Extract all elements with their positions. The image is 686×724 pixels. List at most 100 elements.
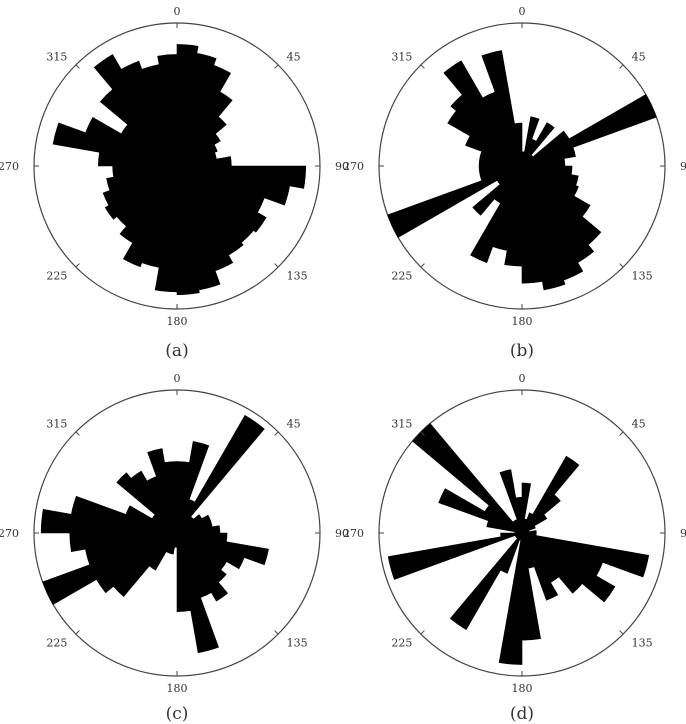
angle-tick-label: 225 (46, 637, 67, 650)
rose-panel-b: 0 45 90 135 180 225 270 315 (b) (343, 5, 686, 361)
rose-petal (470, 165, 523, 264)
rose-petal (514, 122, 523, 167)
angle-tick-label: 45 (287, 417, 301, 430)
rose-petal (176, 441, 210, 534)
angle-tick-label: 315 (391, 50, 412, 63)
rose-petal (176, 532, 219, 654)
angle-tick-label: 315 (391, 417, 412, 430)
rose-petal (387, 165, 523, 238)
rose-petal (176, 532, 269, 566)
rose-petal (125, 505, 178, 534)
rose-petal (521, 514, 548, 534)
panel-label: (a) (165, 341, 188, 361)
rose-petal (106, 165, 178, 191)
rose-petal (93, 54, 178, 167)
panel-label: (d) (510, 704, 534, 724)
angle-tick-label: 45 (632, 50, 646, 63)
rose-petal (147, 448, 178, 534)
angle-tick-label: 270 (343, 527, 364, 540)
panel-label: (c) (166, 704, 189, 724)
rose-petal (521, 532, 650, 578)
rose-petal (119, 165, 178, 244)
angle-tick-label: 270 (343, 160, 364, 173)
angle-tick (619, 64, 624, 69)
angle-tick-label: 135 (287, 637, 308, 650)
rose-petal (521, 532, 559, 601)
rose-panel-c: 0 45 90 135 180 225 270 315 (c) (0, 372, 349, 724)
angle-tick (75, 263, 80, 268)
angle-tick (274, 630, 279, 635)
rose-petal (176, 91, 233, 167)
rose-petal (130, 470, 178, 534)
rose-petal (42, 532, 178, 605)
rose-petal (521, 94, 657, 167)
rose-petal (498, 532, 523, 665)
angle-tick (274, 431, 279, 436)
angle-tick (420, 64, 425, 69)
angle-tick-label: 0 (519, 5, 526, 18)
angle-tick-label: 315 (46, 50, 67, 63)
rose-petal (521, 455, 580, 534)
angle-tick (75, 431, 80, 436)
angle-tick (75, 630, 80, 635)
rose-petal (481, 50, 523, 167)
rose-petal (521, 122, 555, 167)
angle-tick (420, 630, 425, 635)
rose-petal (176, 144, 218, 167)
rose-petal (176, 165, 291, 206)
angle-tick-label: 315 (46, 417, 67, 430)
angle-tick-label: 45 (632, 417, 646, 430)
angle-tick-label: 135 (632, 270, 653, 283)
angle-tick-label: 180 (167, 315, 188, 328)
angle-tick-label: 0 (174, 372, 181, 385)
rose-petal (176, 532, 228, 602)
angle-tick (420, 431, 425, 436)
angle-tick-label: 180 (512, 682, 533, 695)
rose-petal (176, 532, 192, 612)
angle-tick (420, 263, 425, 268)
rose-petal (443, 60, 523, 167)
angle-tick-label: 135 (632, 637, 653, 650)
rose-petal (176, 64, 232, 167)
angle-tick-label: 0 (519, 372, 526, 385)
rose-petal (521, 532, 583, 594)
rose-petal (120, 60, 178, 167)
rose-petal (176, 532, 245, 570)
angle-tick (619, 263, 624, 268)
angle-tick (274, 263, 279, 268)
rose-petal (176, 133, 221, 167)
rose-petal (102, 165, 178, 206)
rose-petal (176, 414, 265, 534)
rose-petal (521, 494, 561, 534)
angle-tick-label: 45 (287, 50, 301, 63)
angle-tick (274, 64, 279, 69)
angle-tick-label: 90 (680, 527, 686, 540)
rose-petal (521, 165, 543, 284)
rose-petal (515, 496, 523, 534)
rose-petal (472, 165, 523, 216)
rose-petal (157, 54, 178, 167)
rose-petal (438, 488, 523, 534)
angle-tick-label: 0 (174, 5, 181, 18)
angle-tick-label: 270 (0, 160, 19, 173)
angle-tick-label: 225 (391, 270, 412, 283)
angle-tick-label: 90 (680, 160, 686, 173)
angle-tick-label: 225 (46, 270, 67, 283)
rose-petal (521, 532, 616, 603)
rose-petal (176, 52, 217, 167)
rose-petal (176, 165, 267, 233)
rose-petal (122, 165, 178, 268)
rose-panel-d: 0 45 90 135 180 225 270 315 (d) (343, 372, 686, 724)
angle-tick (619, 431, 624, 436)
rose-petal (85, 116, 178, 167)
angle-tick-label: 90 (335, 527, 349, 540)
angle-tick-label: 135 (287, 270, 308, 283)
angle-tick-label: 270 (0, 527, 19, 540)
rose-petal (449, 532, 523, 631)
rose-petal (176, 165, 200, 296)
rose-petal (52, 122, 178, 167)
rose-petal (164, 461, 178, 534)
angle-tick-label: 180 (512, 315, 533, 328)
rose-petal (387, 532, 523, 580)
